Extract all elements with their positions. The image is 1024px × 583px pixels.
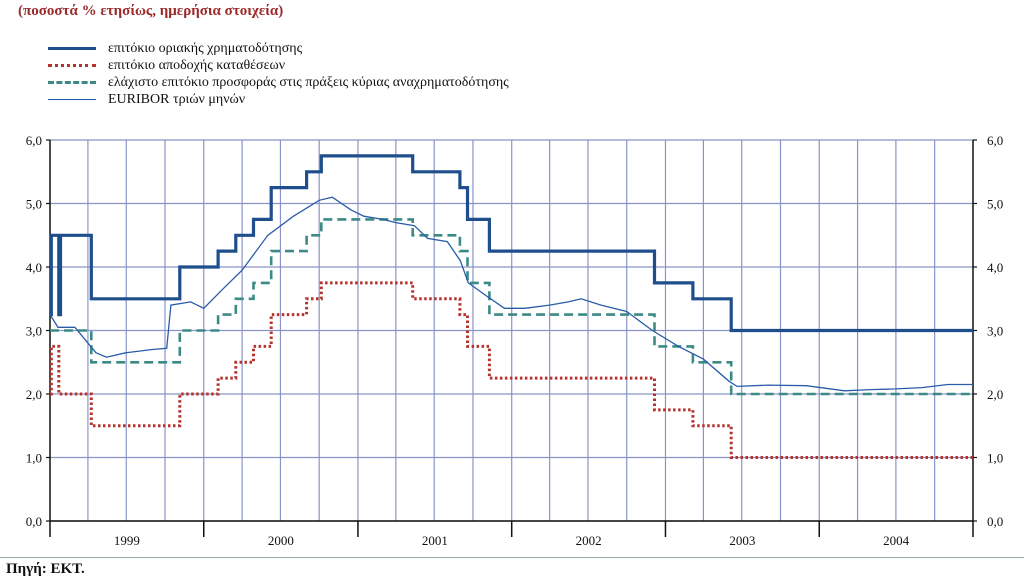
y-tick-label-right: 2,0 — [987, 387, 1003, 402]
y-tick-label-right: 6,0 — [987, 133, 1003, 148]
y-tick-label-right: 4,0 — [987, 260, 1003, 275]
legend-item: επιτόκιο οριακής χρηματοδότησης — [48, 40, 509, 57]
series-line-4 — [49, 196, 973, 392]
legend-label: επιτόκιο αποδοχής καταθέσεων — [108, 57, 286, 73]
x-tick-label: 2002 — [576, 533, 602, 548]
y-tick-label-left: 4,0 — [26, 260, 42, 275]
legend: επιτόκιο οριακής χρηματοδότησης επιτόκιο … — [48, 40, 509, 108]
legend-label: επιτόκιο οριακής χρηματοδότησης — [108, 40, 303, 56]
y-tick-label-right: 3,0 — [987, 324, 1003, 339]
y-tick-label-left: 3,0 — [26, 324, 42, 339]
chart-subtitle: (ποσοστά % ετησίως, ημερήσια στοιχεία) — [18, 3, 284, 19]
y-tick-label-left: 6,0 — [26, 133, 42, 148]
legend-swatch — [48, 81, 96, 84]
x-tick-label: 1999 — [114, 533, 140, 548]
y-tick-label-left: 2,0 — [26, 387, 42, 402]
legend-item: EURIBOR τριών μηνών — [48, 91, 509, 108]
line-chart: 0,0 0,0 1,0 1,0 2,0 2,0 3,0 3,0 4,0 4,0 5,0 5,0 6,0 6… — [26, 133, 1004, 548]
legend-swatch — [48, 64, 96, 67]
y-tick-label-left: 0,0 — [26, 514, 42, 529]
source-note: Πηγή: ΕΚΤ. — [6, 561, 85, 577]
y-tick-label-right: 5,0 — [987, 197, 1003, 212]
x-tick-label: 2000 — [268, 533, 294, 548]
x-tick-label: 2001 — [422, 533, 448, 548]
footer-divider — [0, 557, 1024, 558]
series-line-1 — [49, 154, 973, 333]
y-tick-label-right: 1,0 — [987, 451, 1003, 466]
series-line-3 — [50, 218, 973, 396]
y-tick-label-right: 0,0 — [987, 514, 1003, 529]
legend-swatch — [48, 47, 96, 50]
legend-item: επιτόκιο αποδοχής καταθέσεων — [48, 57, 509, 74]
x-tick-label: 2003 — [729, 533, 755, 548]
y-tick-label-left: 5,0 — [26, 197, 42, 212]
legend-item: ελάχιστο επιτόκιο προσφοράς στις πράξεις… — [48, 74, 509, 91]
x-tick-label: 2004 — [883, 533, 910, 548]
legend-label: EURIBOR τριών μηνών — [108, 91, 246, 107]
legend-swatch — [48, 99, 96, 100]
legend-label: ελάχιστο επιτόκιο προσφοράς στις πράξεις… — [108, 74, 509, 90]
y-tick-label-left: 1,0 — [26, 451, 42, 466]
